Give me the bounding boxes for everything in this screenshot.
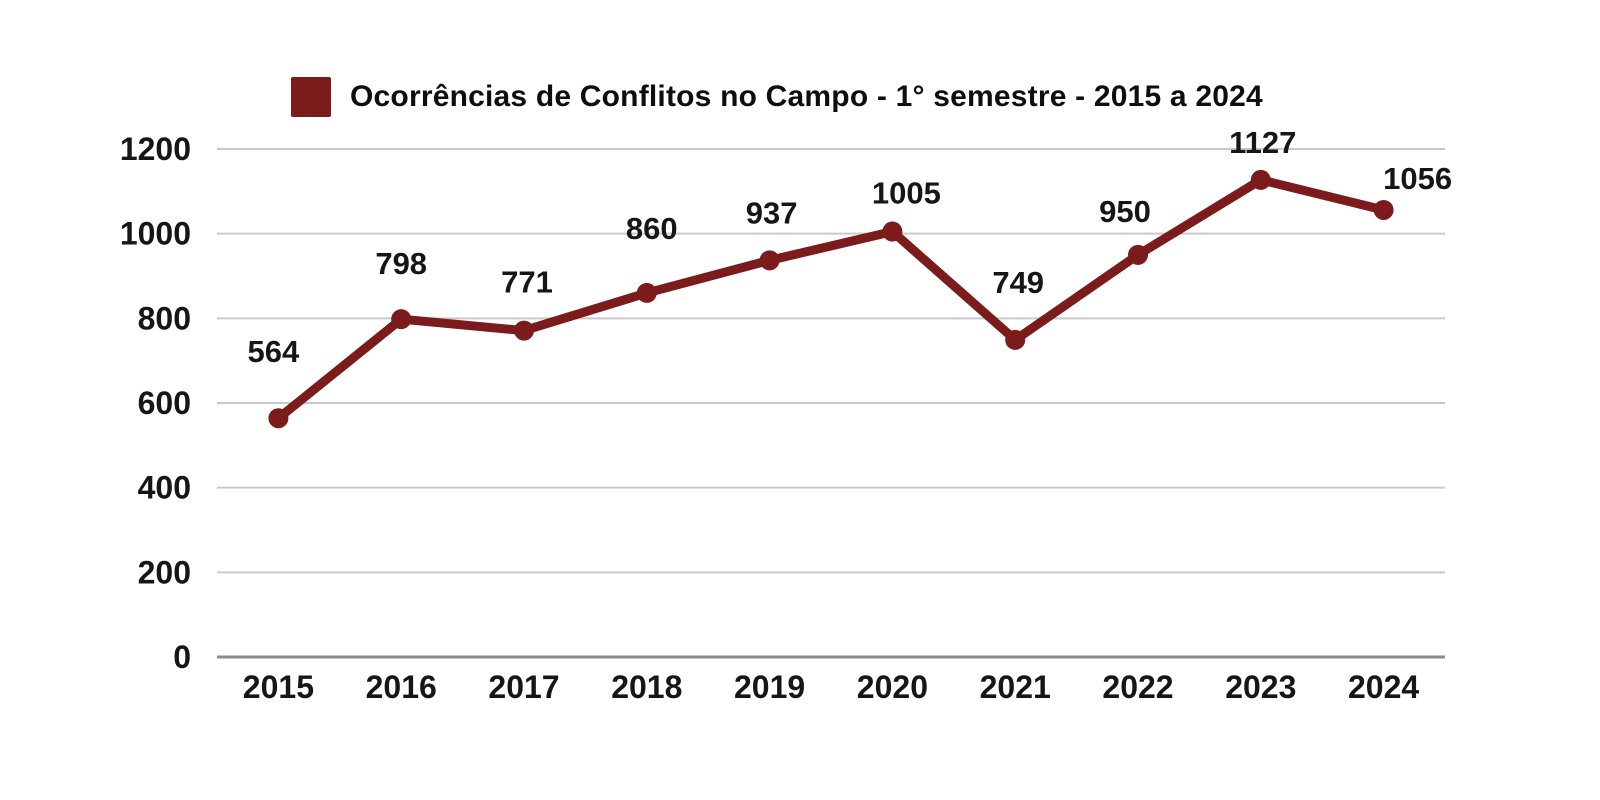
data-point[interactable]	[636, 282, 657, 303]
data-label: 1056	[1383, 161, 1452, 196]
data-label: 1127	[1229, 125, 1296, 160]
x-tick-label: 2021	[980, 669, 1051, 705]
data-label: 1005	[872, 176, 941, 211]
legend-swatch	[291, 77, 331, 117]
x-tick-label: 2019	[734, 669, 805, 705]
x-tick-label: 2024	[1348, 669, 1419, 705]
data-point[interactable]	[514, 320, 534, 341]
y-tick-label: 1000	[120, 216, 191, 252]
data-line	[273, 175, 1389, 423]
x-tick-label: 2016	[366, 669, 437, 705]
x-tick-label: 2015	[243, 669, 314, 705]
y-tick-label: 1200	[120, 131, 191, 167]
x-tick-label: 2018	[611, 669, 682, 705]
x-tick-label: 2022	[1102, 669, 1173, 705]
data-point[interactable]	[391, 309, 412, 330]
y-tick-label: 800	[138, 300, 191, 336]
y-tick-label: 600	[138, 385, 191, 421]
x-tick-label: 2023	[1225, 669, 1296, 705]
data-point[interactable]	[1373, 199, 1394, 220]
y-tick-label: 200	[138, 554, 191, 590]
x-tick-label: 2017	[488, 669, 559, 705]
data-point[interactable]	[1005, 329, 1026, 350]
data-label: 798	[375, 246, 427, 281]
data-point[interactable]	[268, 408, 289, 429]
chart-title: Ocorrências de Conflitos no Campo - 1° s…	[350, 80, 1263, 113]
y-tick-label: 400	[138, 470, 191, 506]
data-point[interactable]	[882, 221, 903, 242]
data-label: 950	[1099, 194, 1151, 229]
chart-legend: Ocorrências de Conflitos no Campo - 1° s…	[291, 77, 1263, 117]
data-point[interactable]	[1128, 244, 1148, 265]
x-tick-label: 2020	[857, 669, 928, 705]
y-tick-label: 0	[173, 639, 191, 675]
data-label: 937	[746, 195, 798, 230]
data-label: 749	[992, 265, 1044, 300]
data-point[interactable]	[1250, 169, 1271, 190]
data-label: 564	[248, 334, 300, 369]
data-point[interactable]	[759, 250, 780, 271]
data-label: 771	[501, 265, 553, 300]
data-label: 860	[626, 211, 678, 246]
